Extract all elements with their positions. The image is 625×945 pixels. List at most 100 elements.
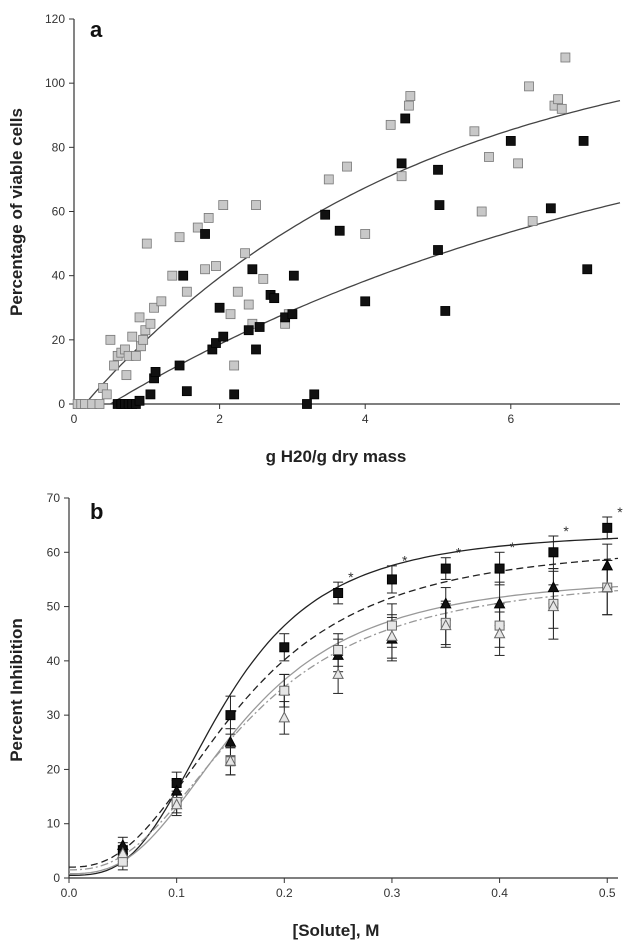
panel-a-black-square-point (178, 270, 189, 281)
panel-a-black-square-point (288, 270, 299, 281)
panel-b-filled-triangle-point (439, 597, 452, 609)
panel-b-open-triangle-point (439, 618, 452, 631)
panel-b-filled-square-point (279, 642, 290, 653)
panel-b-axes: 0 10 20 30 40 50 60 70 0.0 0.1 0.2 0.3 0.4 0.5 (47, 491, 618, 900)
panel-a-x-axis-title: g H20/g dry mass (266, 447, 407, 466)
panel-a-y-tick-label: 80 (52, 140, 66, 154)
panel-b-fit-curve-dashed (69, 557, 619, 868)
panel-a-gray-square-point (167, 270, 178, 281)
panel-a-gray-square-point (360, 229, 371, 239)
panel-a-gray-square-point (156, 296, 167, 307)
panel-a-black-square-point (434, 200, 445, 210)
panel-b-letter: b (90, 499, 103, 524)
panel-a-y-tick-label: 100 (45, 76, 65, 90)
panel-b-filled-square-point (333, 588, 344, 598)
panel-a-gray-square-point (149, 302, 159, 313)
panel-a-black-square-point (134, 395, 145, 406)
panel-a-y-tick-label: 20 (52, 333, 66, 347)
panel-b-significance-asterisk: * (617, 504, 623, 520)
panel-a-gray-square-point (513, 158, 523, 169)
panel-b-filled-triangle-point (224, 735, 237, 747)
panel-b-open-triangle-point (386, 629, 398, 641)
panel-a-gray-square-point (403, 100, 414, 111)
panel-a-gray-square-point (342, 161, 352, 172)
panel-a-black-square-point (251, 344, 261, 355)
panel-a-y-tick-label: 40 (52, 269, 66, 283)
panel-a-black-square-point (545, 203, 556, 214)
panel-a-black-square-point (400, 113, 411, 124)
panel-a-gray-square-point (94, 399, 105, 409)
panel-a-gray-square-point (396, 171, 407, 182)
panel-b-x-tick-label: 0.1 (168, 886, 185, 900)
panel-a-black-square-point (334, 225, 345, 236)
panel-a-gray-square-point (141, 238, 152, 249)
panel-a-axes: 0 20 40 60 80 100 120 0 2 4 6 (45, 12, 620, 426)
panel-b-significance-asterisk: * (563, 523, 569, 539)
panel-a-gray-square-point (527, 216, 538, 227)
panel-b-x-tick-label: 0.5 (599, 886, 616, 900)
panel-a-gray-square-point (134, 312, 145, 323)
panel-a-y-axis-title: Percentage of viable cells (7, 108, 26, 316)
panel-b-filled-square-point (440, 563, 451, 574)
panel-b-open-triangle-point (332, 667, 344, 679)
panel-a-black-square-point (360, 296, 371, 307)
panel-a-gray-square-point (218, 200, 229, 210)
panel-a-gray-square-point (243, 299, 254, 310)
panel-a-gray-square-point (211, 261, 221, 271)
panel-a-gray-square-point (192, 222, 203, 233)
panel-a-gray-square-point (181, 286, 192, 297)
panel-b-open-triangle-point (224, 754, 237, 766)
panel-b-filled-square-point (225, 710, 236, 721)
panel-a-black-square-point (269, 293, 280, 304)
panel-b-significance-asterisk: * (510, 539, 516, 555)
panel-a-x-tick-label: 4 (362, 412, 369, 426)
panel-a-black-square-point (440, 306, 451, 316)
panel-b-open-triangle-point (116, 846, 129, 859)
panel-a-black-square-point (320, 209, 331, 220)
panel-b-open-triangle-point (547, 599, 560, 612)
panel-a-gray-square-point (232, 286, 243, 297)
panel-a-y-tick-label: 0 (58, 397, 65, 411)
panel-b-y-tick-label: 20 (47, 762, 61, 776)
panel-b-x-tick-label: 0.0 (61, 886, 78, 900)
panel-a-gray-square-point (556, 103, 567, 114)
panel-a-x-tick-label: 2 (216, 412, 223, 426)
panel-a-black-square-point (247, 264, 258, 275)
panel-a-black-square-point (200, 229, 210, 239)
panel-b-open-square-point (386, 620, 397, 631)
panel-a-gray-square-point (109, 360, 119, 371)
panel-a-fit-curve-1 (84, 99, 621, 405)
panel-a-black-square-point (396, 158, 407, 169)
panel-a-black-square-point (582, 264, 593, 275)
panel-b-y-axis-title: Percent Inhibition (7, 618, 26, 762)
panel-b-fit-curve-solid (69, 537, 619, 876)
panel-b-fit-curve-dashdot (68, 589, 619, 871)
panel-a-gray-square-point (323, 174, 334, 185)
panel-a-gray-square-point (105, 334, 116, 345)
panel-a-gray-square-point (385, 119, 396, 130)
panel-a-y-tick-label: 120 (45, 12, 65, 26)
panel-a-gray-square-point (258, 273, 269, 284)
panel-b-x-tick-label: 0.2 (276, 886, 293, 900)
panel-a-black-square-point (181, 386, 192, 397)
panel-a-black-square-point (229, 389, 240, 400)
panel-a-black-square-point (174, 360, 185, 371)
panel-b-open-square-point (279, 685, 290, 696)
panel-a-gray-square-point (229, 360, 240, 371)
panel-a-gray-square-point (240, 248, 250, 259)
panel-a-black-square-point (578, 136, 589, 146)
panel-a-gray-square-point (560, 52, 571, 63)
panel-b-significance-asterisk: * (456, 545, 462, 561)
panel-a-x-tick-label: 0 (71, 412, 78, 426)
panel-a-black-square-point (214, 302, 225, 313)
panel-b-y-tick-label: 0 (53, 871, 60, 885)
panel-b-x-tick-label: 0.4 (491, 886, 508, 900)
panel-b-open-square-point (333, 645, 344, 655)
panel-b-open-triangle-point (278, 711, 291, 723)
panel-b-filled-square-point (386, 574, 397, 585)
panel-b-filled-square-point (602, 522, 613, 533)
panel-b-significance-asterisk: * (348, 569, 354, 585)
panel-a-black-square-point (309, 389, 320, 400)
